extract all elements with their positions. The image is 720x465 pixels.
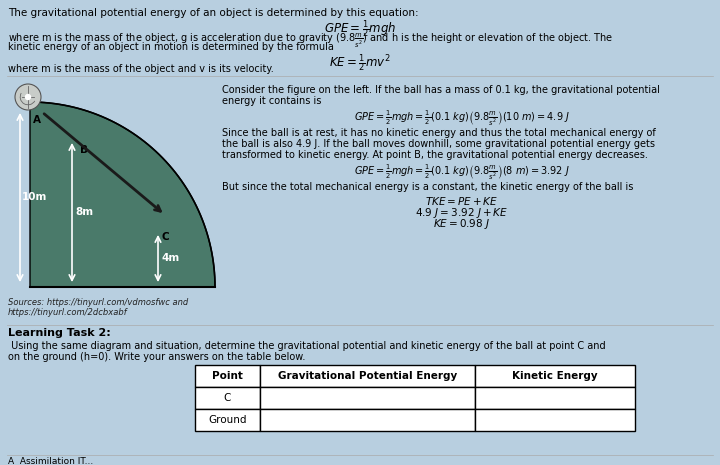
Text: 10m: 10m <box>22 192 48 202</box>
Text: A  Assimilation IT...: A Assimilation IT... <box>8 457 94 465</box>
Text: Gravitational Potential Energy: Gravitational Potential Energy <box>278 371 457 381</box>
Circle shape <box>25 94 30 100</box>
Bar <box>260 409 475 431</box>
Text: A: A <box>33 115 41 125</box>
Text: on the ground (h=0). Write your answers on the table below.: on the ground (h=0). Write your answers … <box>8 352 305 362</box>
Text: 8m: 8m <box>75 207 93 217</box>
Bar <box>195 365 260 387</box>
Text: where m is the mass of the object, g is acceleration due to gravity (9.8$\frac{m: where m is the mass of the object, g is … <box>8 32 613 50</box>
Text: Consider the figure on the left. If the ball has a mass of 0.1 kg, the gravitati: Consider the figure on the left. If the … <box>222 85 660 95</box>
Text: where m is the mass of the object and v is its velocity.: where m is the mass of the object and v … <box>8 64 274 74</box>
Bar <box>475 409 635 431</box>
Text: B: B <box>80 145 88 155</box>
Text: energy it contains is: energy it contains is <box>222 96 321 106</box>
Text: $GPE = \frac{1}{2}mgh = \frac{1}{2}(0.1\ kg)\left(9.8\frac{m}{s^2}\right)(8\ m) : $GPE = \frac{1}{2}mgh = \frac{1}{2}(0.1\… <box>354 163 570 182</box>
Text: C: C <box>162 232 170 242</box>
Polygon shape <box>30 102 215 287</box>
Text: But since the total mechanical energy is a constant, the kinetic energy of the b: But since the total mechanical energy is… <box>222 182 634 192</box>
Bar <box>195 409 260 431</box>
Text: Using the same diagram and situation, determine the gravitational potential and : Using the same diagram and situation, de… <box>8 341 606 351</box>
Text: The gravitational potential energy of an object is determined by this equation:: The gravitational potential energy of an… <box>8 8 418 18</box>
Text: $4.9\ J = 3.92\ J + KE$: $4.9\ J = 3.92\ J + KE$ <box>415 206 508 220</box>
Text: 4m: 4m <box>161 253 179 263</box>
Bar <box>475 387 635 409</box>
Text: transformed to kinetic energy. At point B, the gravitational potential energy de: transformed to kinetic energy. At point … <box>222 150 648 160</box>
Text: $KE = \frac{1}{2}mv^2$: $KE = \frac{1}{2}mv^2$ <box>329 52 391 73</box>
Text: $GPE = \frac{1}{2}mgh$: $GPE = \frac{1}{2}mgh$ <box>324 18 396 40</box>
Text: $KE = 0.98\ J$: $KE = 0.98\ J$ <box>433 217 490 231</box>
Text: https://tinyurl.com/2dcbxabf: https://tinyurl.com/2dcbxabf <box>8 308 127 317</box>
Text: Kinetic Energy: Kinetic Energy <box>512 371 598 381</box>
Bar <box>475 365 635 387</box>
Text: kinetic energy of an object in motion is determined by the formula: kinetic energy of an object in motion is… <box>8 42 334 52</box>
Bar <box>260 365 475 387</box>
Text: $TKE = PE + KE$: $TKE = PE + KE$ <box>426 195 499 207</box>
Text: Learning Task 2:: Learning Task 2: <box>8 328 111 338</box>
Bar <box>260 387 475 409</box>
Text: the ball is also 4.9 J. If the ball moves downhill, some gravitational potential: the ball is also 4.9 J. If the ball move… <box>222 139 655 149</box>
Text: Point: Point <box>212 371 243 381</box>
Text: Sources: https://tinyurl.com/vdmosfwc and: Sources: https://tinyurl.com/vdmosfwc an… <box>8 298 188 307</box>
Text: $GPE = \frac{1}{2}mgh = \frac{1}{2}(0.1\ kg)\left(9.8\frac{m}{s^2}\right)(10\ m): $GPE = \frac{1}{2}mgh = \frac{1}{2}(0.1\… <box>354 109 570 128</box>
Text: Since the ball is at rest, it has no kinetic energy and thus the total mechanica: Since the ball is at rest, it has no kin… <box>222 128 656 138</box>
Bar <box>195 387 260 409</box>
Text: Ground: Ground <box>208 415 247 425</box>
Circle shape <box>15 84 41 110</box>
Text: C: C <box>224 393 231 403</box>
